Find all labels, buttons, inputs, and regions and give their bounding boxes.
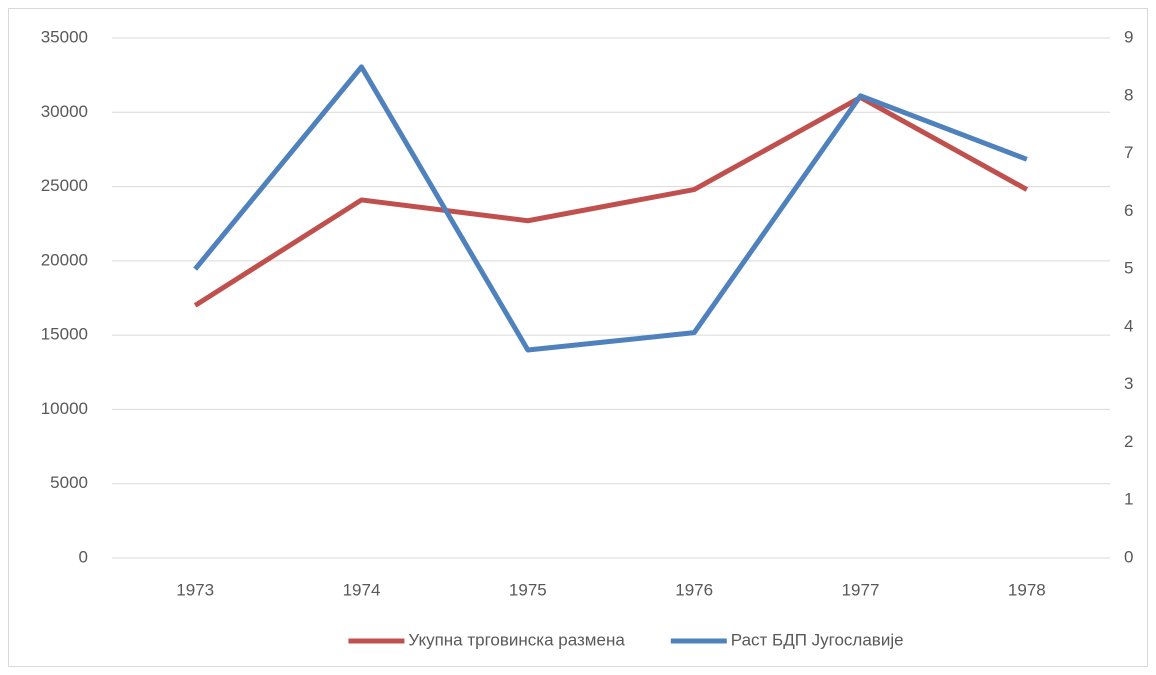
y-tick-label: 10000: [41, 399, 88, 418]
y2-tick-label: 9: [1124, 27, 1133, 46]
y-tick-label: 30000: [41, 102, 88, 121]
y-tick-label: 15000: [41, 325, 88, 344]
y2-tick-label: 4: [1124, 316, 1133, 335]
legend-label: Раст БДП Југославије: [731, 630, 904, 649]
x-tick-label: 1978: [1008, 580, 1046, 599]
y2-tick-label: 8: [1124, 85, 1133, 104]
line-series: [193, 64, 1028, 353]
legend-label: Укупна трговинска размена: [408, 630, 625, 649]
x-tick-label: 1974: [343, 580, 381, 599]
y2-tick-label: 7: [1124, 143, 1133, 162]
y-tick-label: 20000: [41, 250, 88, 269]
x-tick-label: 1973: [176, 580, 214, 599]
x-tick-label: 1976: [675, 580, 713, 599]
x-tick-label: 1975: [509, 580, 547, 599]
y-tick-label: 35000: [41, 27, 88, 46]
line-series: [193, 94, 1029, 308]
y2-tick-label: 3: [1124, 374, 1133, 393]
y-tick-label: 25000: [41, 176, 88, 195]
y-tick-label: 0: [79, 547, 88, 566]
chart-border: [8, 8, 1148, 667]
y2-tick-label: 6: [1124, 201, 1133, 220]
y2-tick-label: 0: [1124, 547, 1133, 566]
y2-tick-label: 2: [1124, 432, 1133, 451]
x-tick-label: 1977: [842, 580, 880, 599]
y2-tick-label: 1: [1124, 490, 1133, 509]
y-tick-label: 5000: [50, 473, 88, 492]
y2-tick-label: 5: [1124, 259, 1133, 278]
